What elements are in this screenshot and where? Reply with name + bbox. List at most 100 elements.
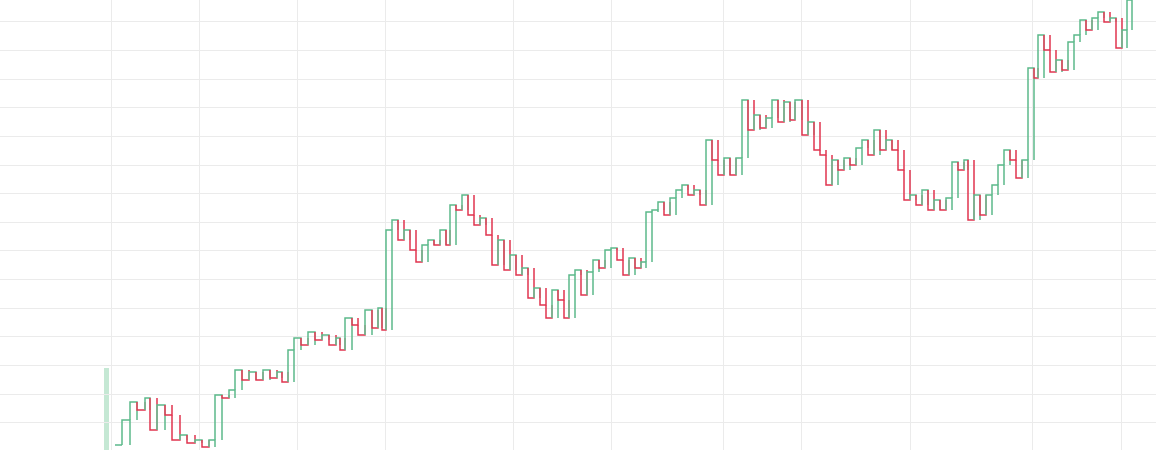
step-segment: [921, 189, 929, 205]
step-segment: [825, 155, 833, 186]
step-segment: [557, 290, 565, 301]
step-segment: [711, 140, 719, 161]
step-segment: [129, 401, 138, 420]
step-segment: [121, 419, 131, 445]
step-segment: [321, 334, 330, 340]
step-segment: [1003, 149, 1011, 165]
step-segment: [201, 440, 210, 448]
step-segment: [164, 405, 173, 416]
step-segment: [747, 100, 755, 131]
step-segment: [867, 140, 875, 156]
step-segment: [741, 99, 749, 158]
step-segment: [241, 370, 250, 381]
step-segment: [515, 255, 523, 276]
step-segment: [1079, 19, 1087, 35]
step-segment: [771, 99, 779, 118]
step-segment: [485, 218, 493, 236]
step-segment: [699, 190, 707, 206]
step-segment: [783, 101, 791, 122]
step-segment: [794, 99, 803, 120]
step-segment: [1091, 17, 1099, 30]
step-segment: [1027, 67, 1035, 160]
step-segment: [634, 258, 642, 269]
step-segment: [551, 289, 559, 318]
step-segment: [415, 250, 423, 263]
step-segment: [385, 229, 393, 330]
step-segment: [574, 269, 582, 275]
step-segment: [248, 371, 257, 380]
step-segment: [403, 229, 411, 240]
step-segment: [759, 115, 767, 129]
step-segment: [533, 287, 541, 298]
step-segment: [221, 395, 230, 399]
step-segment: [1021, 159, 1029, 178]
step-segment: [997, 164, 1005, 185]
step-segment: [136, 402, 146, 411]
step-segment: [1055, 59, 1063, 72]
step-segment: [364, 309, 373, 335]
step-segment: [208, 439, 216, 447]
step-segment: [651, 209, 659, 212]
step-segment: [194, 439, 203, 443]
step-segment: [479, 217, 487, 225]
volume-bar-decoration: [104, 368, 109, 450]
step-segment: [1073, 34, 1081, 42]
step-segment: [521, 267, 529, 275]
step-segment: [1103, 12, 1111, 23]
step-segment: [421, 244, 429, 262]
step-segment: [357, 325, 366, 336]
step-segment: [281, 372, 289, 383]
step-segment: [843, 157, 851, 170]
step-segment: [801, 100, 809, 136]
step-segment: [891, 140, 899, 151]
step-segment: [262, 369, 271, 380]
step-segment: [1067, 41, 1075, 70]
step-segment: [873, 129, 881, 155]
step-segment: [885, 139, 893, 150]
step-segment: [628, 257, 636, 275]
step-segment: [186, 435, 196, 444]
step-segment: [663, 202, 671, 216]
step-segment: [269, 370, 278, 379]
step-segment: [622, 260, 630, 276]
step-segment: [371, 310, 379, 329]
step-segment: [1037, 34, 1045, 78]
step-segment: [409, 230, 417, 251]
step-segment: [813, 122, 821, 151]
step-segment: [939, 200, 947, 211]
step-segment: [604, 249, 612, 268]
step-segment: [807, 121, 815, 135]
step-segment: [645, 211, 653, 262]
step-segment: [897, 150, 905, 171]
step-segment: [307, 331, 316, 345]
step-segment: [985, 194, 993, 215]
step-segment: [1043, 35, 1051, 51]
step-segment: [473, 215, 481, 226]
step-segment: [729, 158, 737, 176]
step-segment: [149, 398, 158, 431]
step-segment: [879, 130, 887, 151]
step-segment: [616, 248, 624, 261]
step-segment: [903, 170, 911, 201]
step-segment: [861, 139, 869, 148]
step-segment: [449, 204, 457, 245]
step-segment: [681, 184, 689, 190]
step-segment: [1049, 50, 1057, 73]
step-segment: [705, 139, 713, 205]
step-segment: [497, 239, 505, 265]
step-segment: [657, 201, 665, 210]
step-segment: [945, 197, 953, 210]
step-segment: [592, 259, 600, 272]
step-segment: [545, 305, 553, 319]
step-segment: [455, 205, 463, 211]
step-segment: [640, 261, 647, 268]
step-segment: [351, 318, 359, 326]
step-segment: [179, 434, 188, 440]
step-segment: [598, 260, 606, 269]
step-segment: [461, 194, 469, 210]
step-segment: [967, 160, 975, 221]
step-segment: [391, 219, 399, 230]
step-segment: [467, 195, 475, 216]
